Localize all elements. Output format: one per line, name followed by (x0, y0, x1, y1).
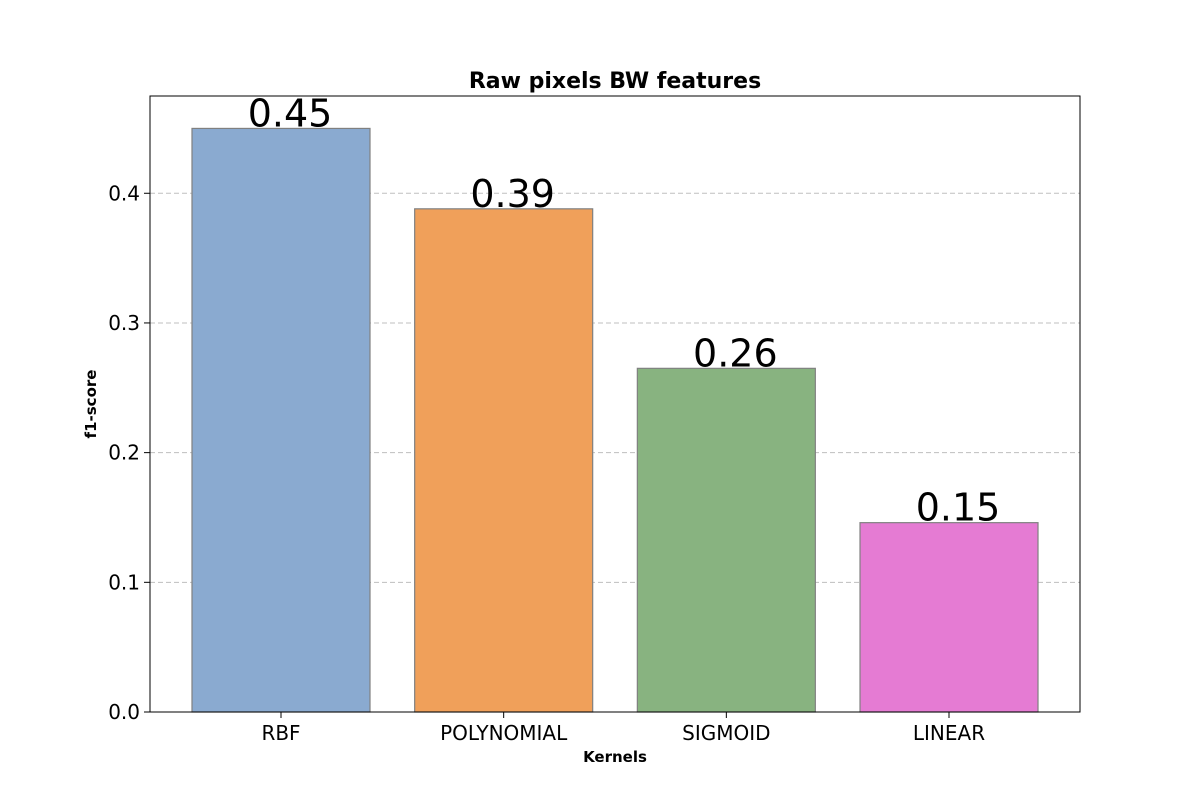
bar-rbf (191, 127, 371, 713)
y-tick-label: 0.4 (108, 181, 140, 205)
y-tick-label: 0.3 (108, 311, 140, 335)
y-tick-label: 0.2 (108, 441, 140, 465)
bar-polynomial (414, 208, 594, 713)
value-label-linear: 0.15 (916, 486, 1001, 530)
value-labels: 0.45 0.39 0.26 0.15 (248, 91, 1001, 529)
x-tick-label: LINEAR (913, 721, 985, 745)
value-label-rbf: 0.45 (248, 91, 333, 135)
bar-sigmoid (636, 367, 816, 713)
value-label-polynomial: 0.39 (470, 172, 555, 216)
bars (191, 127, 1039, 713)
plot-frame (149, 95, 1081, 713)
y-tick-label: 0.1 (108, 570, 140, 594)
x-tick-label: SIGMOID (682, 721, 770, 745)
value-label-sigmoid: 0.26 (693, 331, 778, 375)
y-axis-label: f1-score (82, 370, 100, 439)
x-axis-ticks: RBF POLYNOMIAL SIGMOID LINEAR (261, 712, 985, 745)
chart-title: Raw pixels BW features (469, 69, 761, 94)
x-axis-label: Kernels (583, 748, 647, 766)
y-tick-label: 0.0 (108, 700, 140, 724)
y-axis-ticks: 0.0 0.1 0.2 0.3 0.4 (108, 181, 150, 724)
bar-linear (859, 522, 1039, 713)
x-tick-label: POLYNOMIAL (440, 721, 568, 745)
x-tick-label: RBF (261, 721, 300, 745)
